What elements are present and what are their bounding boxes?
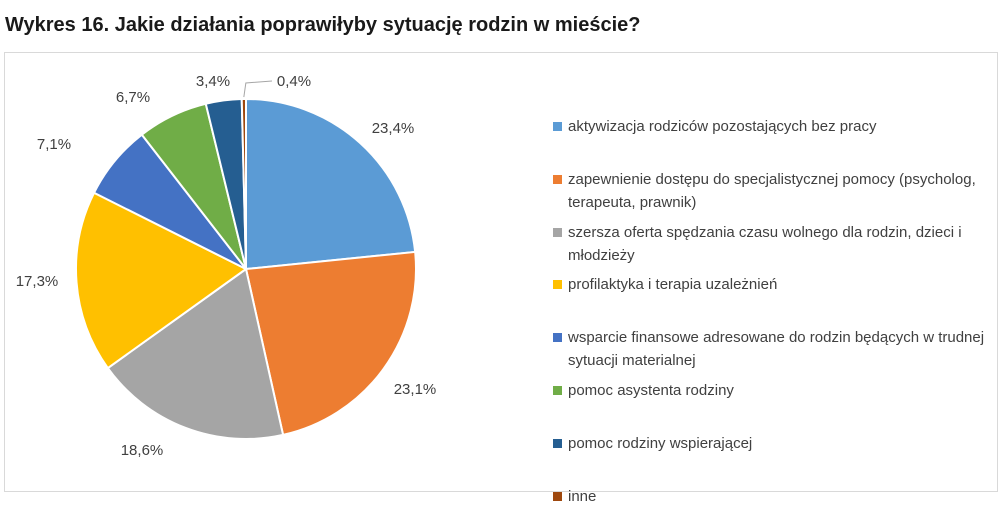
pie-slice	[106, 267, 285, 440]
legend-swatch	[553, 333, 562, 342]
pie-slice	[240, 97, 247, 270]
legend-item: pomoc rodziny wspierającej	[553, 432, 998, 455]
slice-data-label: 3,4%	[196, 73, 230, 90]
legend-swatch	[553, 175, 562, 184]
legend-label: wsparcie finansowe adresowane do rodzin …	[568, 329, 985, 369]
leader-line	[243, 80, 273, 98]
pie-slice	[245, 97, 417, 271]
legend-label: inne	[568, 488, 597, 505]
legend-label: zapewnienie dostępu do specjalistycznej …	[568, 171, 976, 211]
slice-data-label: 7,1%	[37, 136, 71, 153]
legend-item: zapewnienie dostępu do specjalistycznej …	[553, 168, 998, 214]
legend-swatch	[553, 492, 562, 501]
pie-slice	[75, 191, 248, 370]
legend-swatch	[553, 280, 562, 289]
legend-swatch	[553, 122, 562, 131]
legend-label: szersza oferta spędzania czasu wolnego d…	[568, 224, 962, 264]
legend-label: aktywizacja rodziców pozostających bez p…	[568, 118, 877, 135]
slice-data-label: 0,4%	[277, 73, 311, 90]
legend-label: profilaktyka i terapia uzależnień	[568, 276, 778, 293]
legend-item: wsparcie finansowe adresowane do rodzin …	[553, 326, 998, 372]
slice-data-label: 17,3%	[16, 273, 59, 290]
pie-chart: 23,4% 23,1% 18,6% 17,3% 7,1% 6,7% 3,4% 0,4%	[16, 73, 437, 459]
legend-item: aktywizacja rodziców pozostających bez p…	[553, 115, 998, 138]
slice-data-label: 23,4%	[372, 120, 415, 137]
chart-area: 23,4% 23,1% 18,6% 17,3% 7,1% 6,7% 3,4% 0,4% akt…	[4, 52, 998, 505]
legend-label: pomoc rodziny wspierającej	[568, 435, 753, 452]
slice-data-label: 18,6%	[121, 442, 164, 459]
slice-data-label: 6,7%	[116, 89, 150, 106]
legend-item: szersza oferta spędzania czasu wolnego d…	[553, 221, 998, 267]
legend-swatch	[553, 228, 562, 237]
legend-swatch	[553, 386, 562, 395]
legend-label: pomoc asystenta rodziny	[568, 382, 734, 399]
legend-item: pomoc asystenta rodziny	[553, 379, 998, 402]
chart-title: Wykres 16. Jakie działania poprawiłyby s…	[5, 14, 641, 36]
legend-item: profilaktyka i terapia uzależnień	[553, 273, 998, 296]
legend-item: inne	[553, 485, 998, 508]
slice-data-label: 23,1%	[394, 381, 437, 398]
legend-swatch	[553, 439, 562, 448]
pie-slice	[244, 250, 417, 437]
